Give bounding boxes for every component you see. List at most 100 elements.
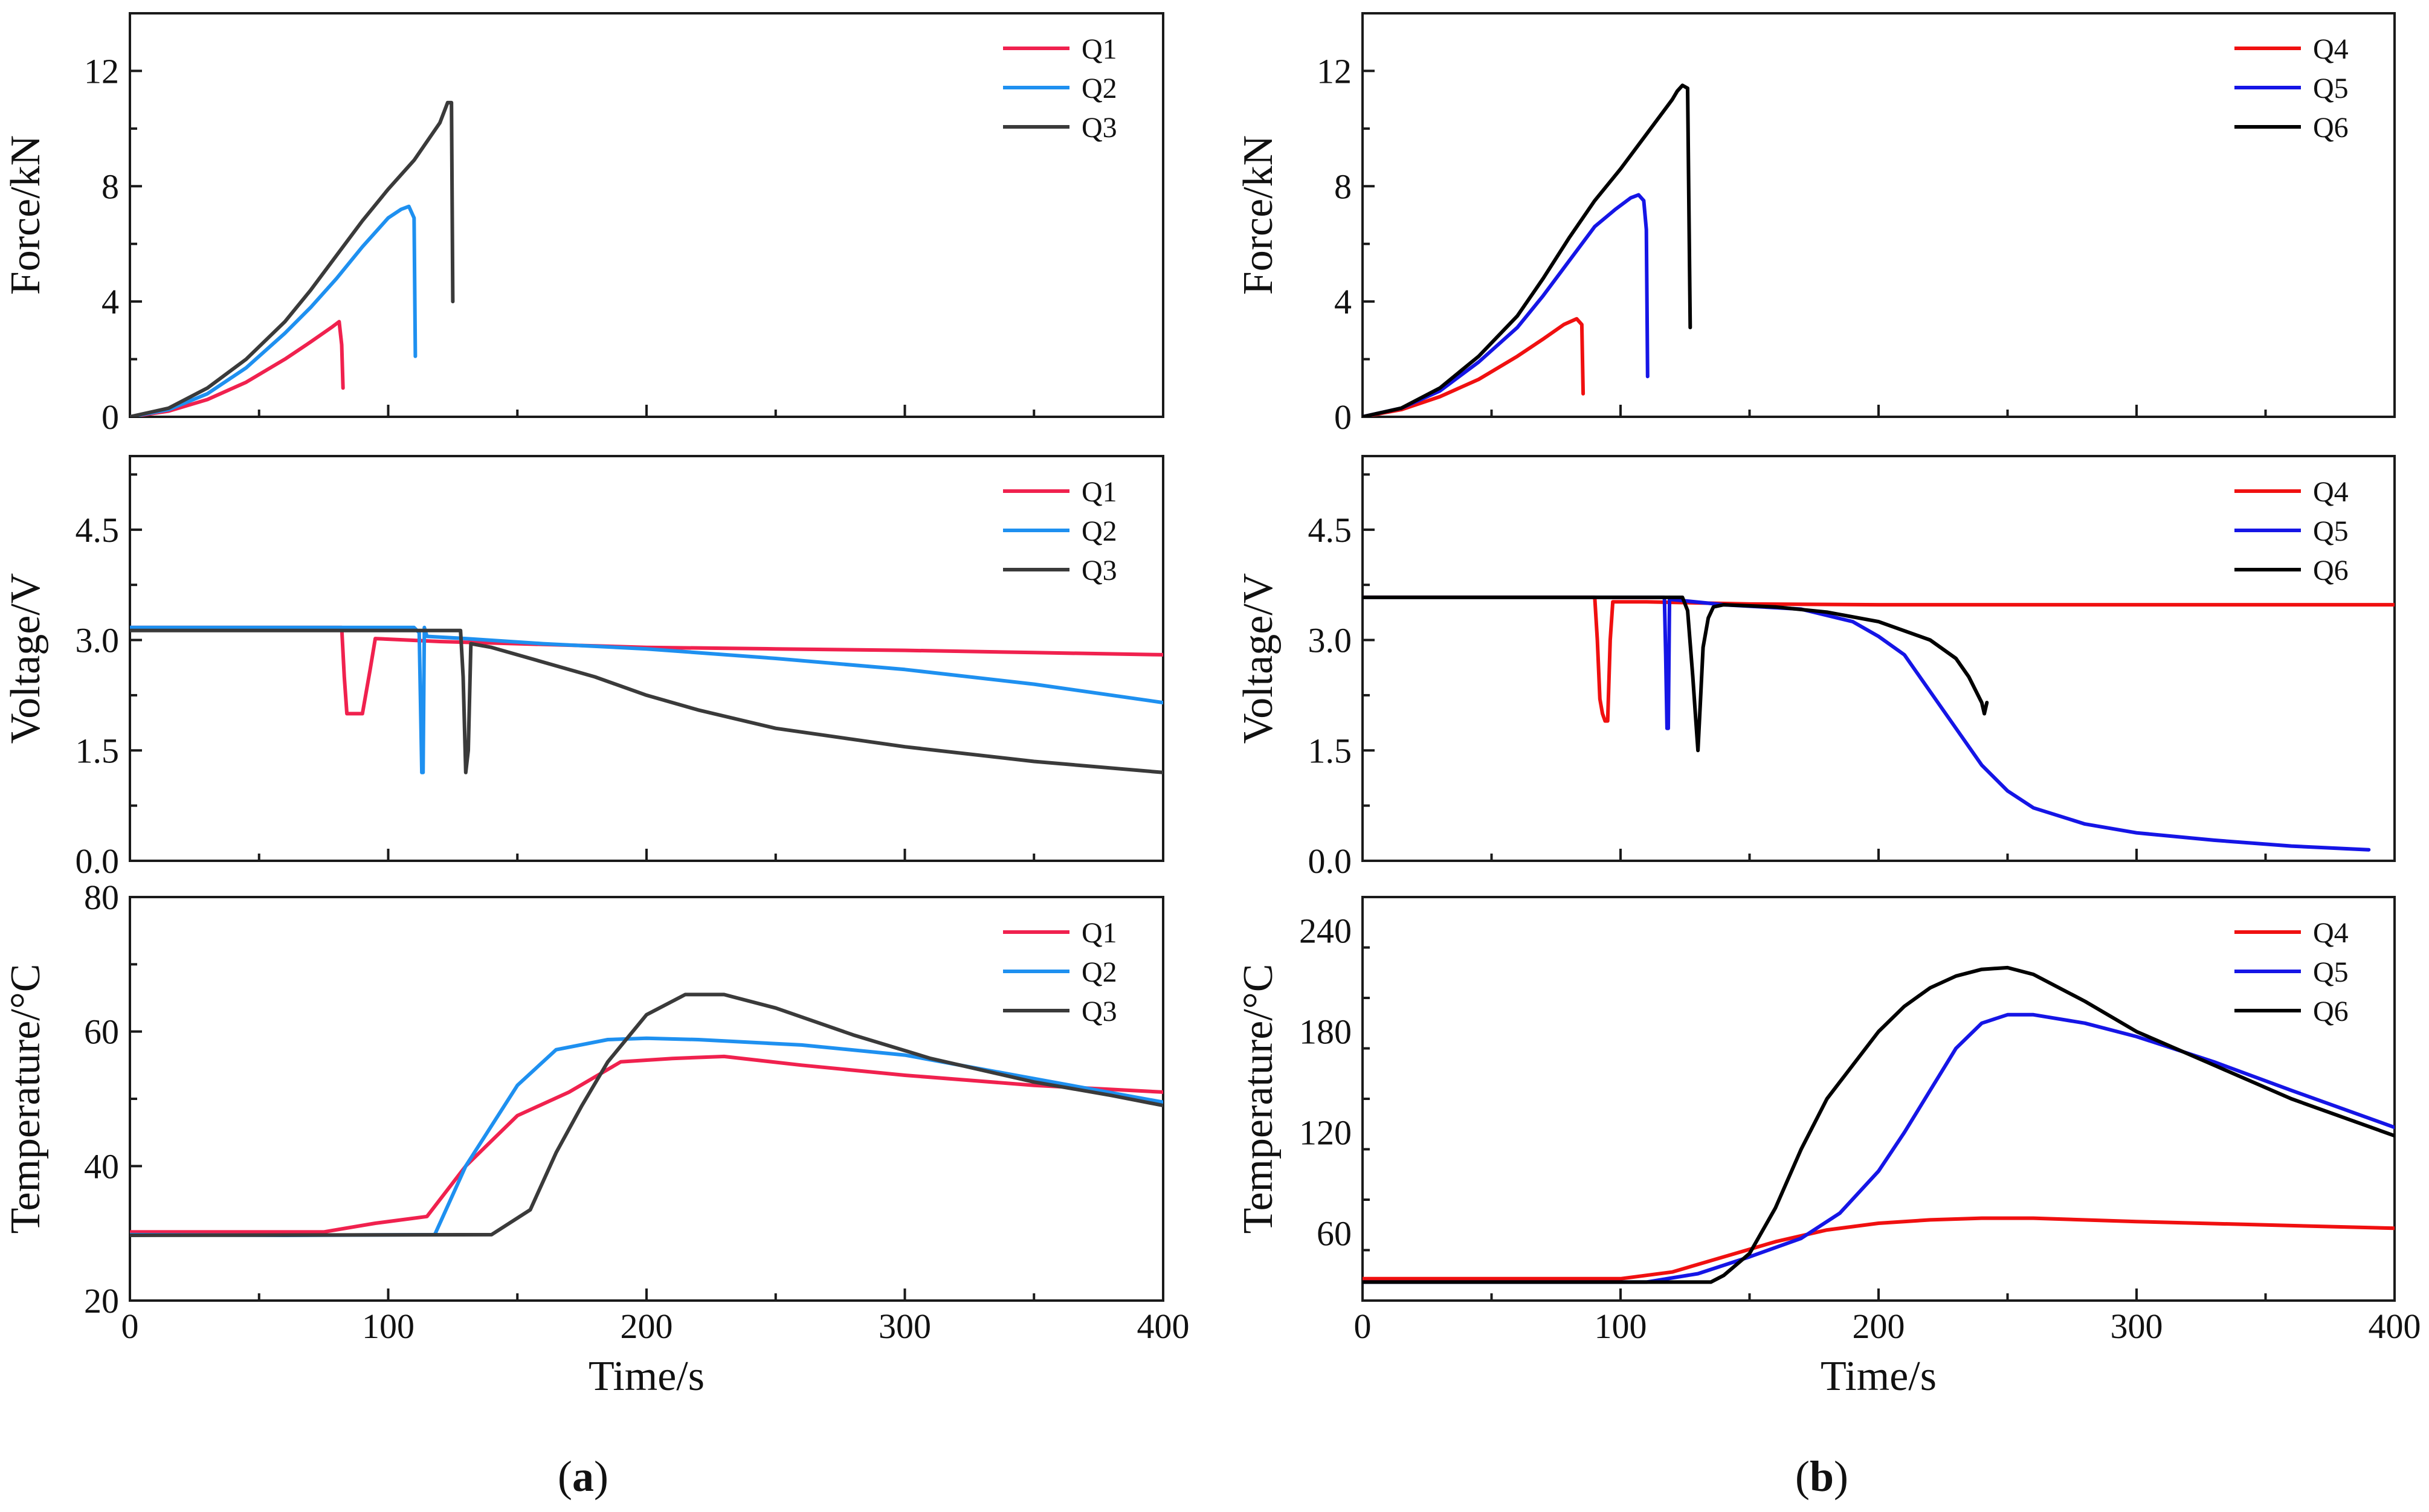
legend-label-q1: Q1	[1082, 917, 1117, 949]
chart-b-temperature: 0 100 200 300 400 60 120 180 240 Temperature/°C Ti…	[1235, 896, 2421, 1400]
y-tick-label: 240	[1299, 912, 1352, 951]
legend-label-q4: Q4	[2313, 476, 2349, 508]
x-tick-label: 400	[1137, 1307, 1190, 1346]
chart-a-force: 0 4 8 12 Force/kN Q1 Q2 Q3	[2, 12, 1164, 437]
series-line-q2	[130, 1036, 1163, 1237]
series-line-q6	[1363, 965, 2395, 1284]
x-tick-label: 100	[362, 1307, 415, 1346]
y-tick-label: 8	[1334, 167, 1352, 206]
series-line-q1	[130, 320, 345, 417]
legend-label-q3: Q3	[1082, 555, 1117, 587]
panel-label-a-letter: a	[572, 1452, 594, 1501]
legend-label-q4: Q4	[2313, 33, 2349, 65]
x-tick-label: 200	[1853, 1307, 1905, 1346]
y-tick-label: 4.5	[76, 510, 120, 550]
y-tick-label: 4	[102, 282, 119, 321]
y-tick-label: 1.5	[1308, 731, 1352, 770]
panel-label-b-letter: b	[1810, 1452, 1834, 1501]
y-axis-title: Temperature/°C	[1235, 964, 1282, 1234]
series-line-q1	[130, 1054, 1163, 1234]
legend-label-q6: Q6	[2313, 996, 2349, 1028]
y-tick-label: 0	[102, 397, 119, 437]
x-tick-label: 300	[879, 1307, 931, 1346]
x-tick-label: 100	[1595, 1307, 1647, 1346]
series-group	[1363, 595, 2395, 852]
legend-label-q4: Q4	[2313, 917, 2349, 949]
y-axis-title: Temperature/°C	[2, 964, 49, 1234]
x-axis-title: Time/s	[589, 1353, 705, 1400]
legend-label-q2: Q2	[1082, 956, 1117, 988]
legend-label-q2: Q2	[1082, 72, 1117, 105]
series-line-q2	[130, 625, 1163, 774]
panel-label-a: (a)	[558, 1452, 608, 1501]
y-tick-label: 8	[102, 167, 119, 206]
x-tick-label: 400	[2369, 1307, 2421, 1346]
series-line-q5	[1363, 1012, 2395, 1284]
legend-label-q3: Q3	[1082, 112, 1117, 144]
legend-label-q1: Q1	[1082, 33, 1117, 65]
series-line-q4	[1363, 317, 1585, 417]
series-group	[1363, 83, 1692, 417]
y-tick-label: 12	[1317, 51, 1352, 91]
y-axis-title: Voltage/V	[2, 573, 49, 744]
series-line-q4	[1363, 1216, 2395, 1281]
series-line-q1	[130, 625, 1163, 716]
y-tick-label: 0.0	[1308, 841, 1352, 881]
y-axis-title: Force/kN	[1235, 135, 1282, 295]
chart-b-voltage: 0.0 1.5 3.0 4.5 Voltage/V Q4 Q5 Q6	[1235, 455, 2396, 881]
legend-label-q2: Q2	[1082, 515, 1117, 547]
legend-label-q3: Q3	[1082, 996, 1117, 1028]
legend-label-q5: Q5	[2313, 72, 2349, 105]
series-group	[130, 100, 455, 417]
series-line-q2	[130, 204, 418, 417]
legend-label-q6: Q6	[2313, 555, 2349, 587]
y-tick-label: 40	[84, 1147, 119, 1186]
y-axis-title: Voltage/V	[1235, 573, 1282, 744]
series-group	[130, 992, 1163, 1237]
y-tick-label: 12	[84, 51, 119, 91]
legend-label-q6: Q6	[2313, 112, 2349, 144]
y-tick-label: 60	[84, 1012, 119, 1052]
y-tick-label: 3.0	[76, 621, 120, 660]
series-line-q3	[130, 628, 1163, 774]
chart-b-force: 0 4 8 12 Force/kN Q4 Q5 Q6	[1235, 12, 2396, 437]
series-line-q5	[1363, 595, 2371, 852]
x-tick-label: 300	[2111, 1307, 2163, 1346]
chart-a-temperature: 0 100 200 300 400 20 40 60 80 Temperature/°C Time/…	[2, 878, 1190, 1400]
plot-frame	[1361, 455, 2396, 862]
plot-frame	[129, 455, 1164, 862]
y-tick-label: 0	[1334, 397, 1352, 437]
y-tick-label: 0.0	[76, 841, 120, 881]
series-line-q4	[1363, 595, 2395, 723]
y-axis-title: Force/kN	[2, 135, 49, 295]
y-tick-label: 60	[1317, 1214, 1352, 1253]
x-tick-label: 200	[621, 1307, 673, 1346]
series-group	[130, 625, 1163, 774]
series-line-q6	[1363, 595, 1989, 753]
y-tick-label: 4.5	[1308, 510, 1352, 550]
panel-label-b: (b)	[1795, 1452, 1848, 1501]
y-tick-label: 4	[1334, 282, 1352, 321]
plot-frame	[1361, 896, 2396, 1302]
series-line-q6	[1363, 83, 1692, 417]
legend-label-q5: Q5	[2313, 515, 2349, 547]
y-tick-label: 180	[1299, 1012, 1352, 1052]
y-tick-label: 80	[84, 878, 119, 917]
series-line-q3	[130, 100, 455, 417]
legend-label-q1: Q1	[1082, 476, 1117, 508]
series-group	[1363, 965, 2395, 1284]
series-line-q5	[1363, 193, 1650, 417]
chart-a-voltage: 0.0 1.5 3.0 4.5 Voltage/V Q1 Q2 Q3	[2, 455, 1164, 881]
x-tick-label: 0	[1354, 1307, 1372, 1346]
y-tick-label: 120	[1299, 1113, 1352, 1153]
plot-frame	[129, 896, 1164, 1302]
plot-frame	[129, 12, 1164, 418]
y-tick-label: 1.5	[76, 731, 120, 770]
x-tick-label: 0	[121, 1307, 139, 1346]
x-axis-title: Time/s	[1821, 1353, 1937, 1400]
y-tick-label: 20	[84, 1281, 119, 1321]
legend-label-q5: Q5	[2313, 956, 2349, 988]
series-line-q3	[130, 992, 1163, 1237]
y-tick-label: 3.0	[1308, 621, 1352, 660]
